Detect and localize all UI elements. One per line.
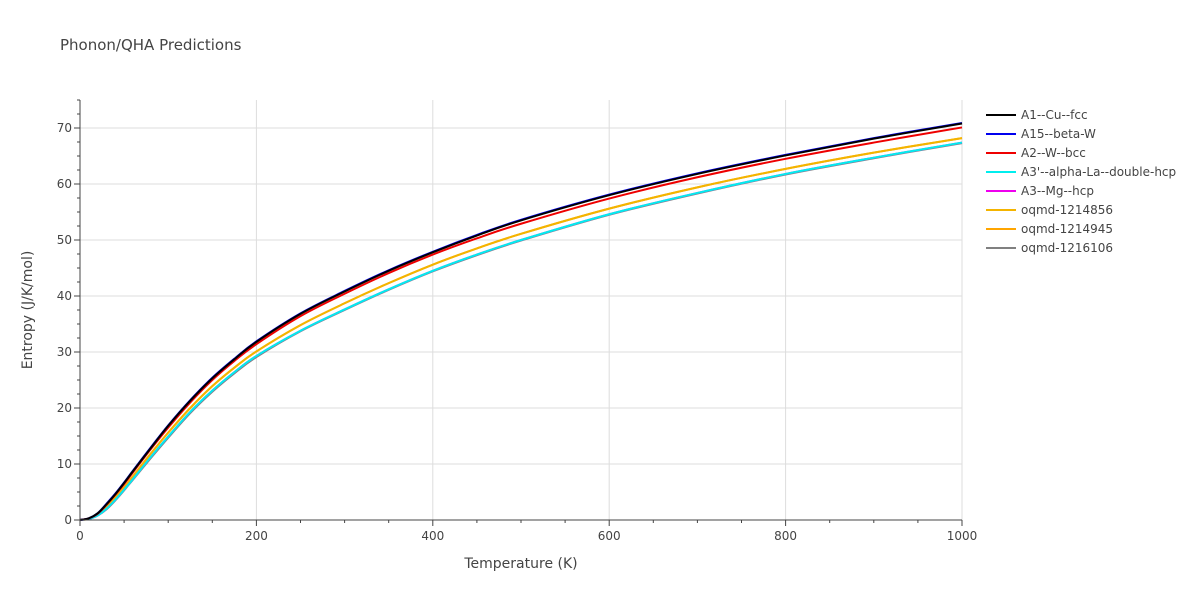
legend-item[interactable]: A3--Mg--hcp <box>986 184 1094 198</box>
x-tick-label: 600 <box>598 529 621 543</box>
legend-label: A2--W--bcc <box>1021 146 1086 160</box>
legend-item[interactable]: A3'--alpha-La--double-hcp <box>986 165 1176 179</box>
x-tick-label: 0 <box>76 529 84 543</box>
x-tick-label: 1000 <box>947 529 978 543</box>
y-tick-label: 40 <box>57 289 72 303</box>
y-axis-label: Entropy (J/K/mol) <box>20 251 36 370</box>
legend-item[interactable]: oqmd-1214856 <box>986 203 1113 217</box>
legend-item[interactable]: A2--W--bcc <box>986 146 1086 160</box>
series-line-oqmd-1216106 <box>79 142 963 521</box>
y-tick-label: 30 <box>57 345 72 359</box>
legend-item[interactable]: oqmd-1216106 <box>986 241 1113 255</box>
x-tick-label: 400 <box>421 529 444 543</box>
x-axis-label: Temperature (K) <box>463 556 577 572</box>
legend-label: A1--Cu--fcc <box>1021 108 1088 122</box>
plot-area <box>79 121 963 521</box>
y-tick-label: 60 <box>57 177 72 191</box>
x-tick-label: 200 <box>245 529 268 543</box>
series-line-A3'--alpha-La--double-hcp <box>79 141 963 521</box>
series-line-A3--Mg--hcp <box>79 141 963 521</box>
legend-label: A15--beta-W <box>1021 127 1096 141</box>
series-line-oqmd-1214856 <box>79 137 963 521</box>
legend-label: A3--Mg--hcp <box>1021 184 1094 198</box>
grid <box>80 100 963 520</box>
legend-item[interactable]: A15--beta-W <box>986 127 1096 141</box>
legend-item[interactable]: oqmd-1214945 <box>986 222 1113 236</box>
legend: A1--Cu--fcc A15--beta-W A2--W--bcc A3'--alp… <box>986 108 1176 255</box>
y-tick-label: 10 <box>57 457 72 471</box>
y-tick-label: 0 <box>64 513 72 527</box>
legend-label: oqmd-1216106 <box>1021 241 1113 255</box>
series-line-A15--beta-W <box>79 121 963 521</box>
y-tick-label: 50 <box>57 233 72 247</box>
x-tick-label: 800 <box>774 529 797 543</box>
series-line-A1--Cu--fcc <box>79 122 963 521</box>
chart-title: Phonon/QHA Predictions <box>60 36 242 54</box>
legend-label: A3'--alpha-La--double-hcp <box>1021 165 1176 179</box>
legend-label: oqmd-1214945 <box>1021 222 1113 236</box>
legend-item[interactable]: A1--Cu--fcc <box>986 108 1088 122</box>
y-tick-label: 20 <box>57 401 72 415</box>
y-tick-label: 70 <box>57 121 72 135</box>
axes: 0 200 400 600 800 1000 0 10 20 30 40 50 60 70 <box>57 99 978 543</box>
series-line-A2--W--bcc <box>79 126 963 521</box>
series-line-oqmd-1214945 <box>79 137 963 521</box>
legend-label: oqmd-1214856 <box>1021 203 1113 217</box>
